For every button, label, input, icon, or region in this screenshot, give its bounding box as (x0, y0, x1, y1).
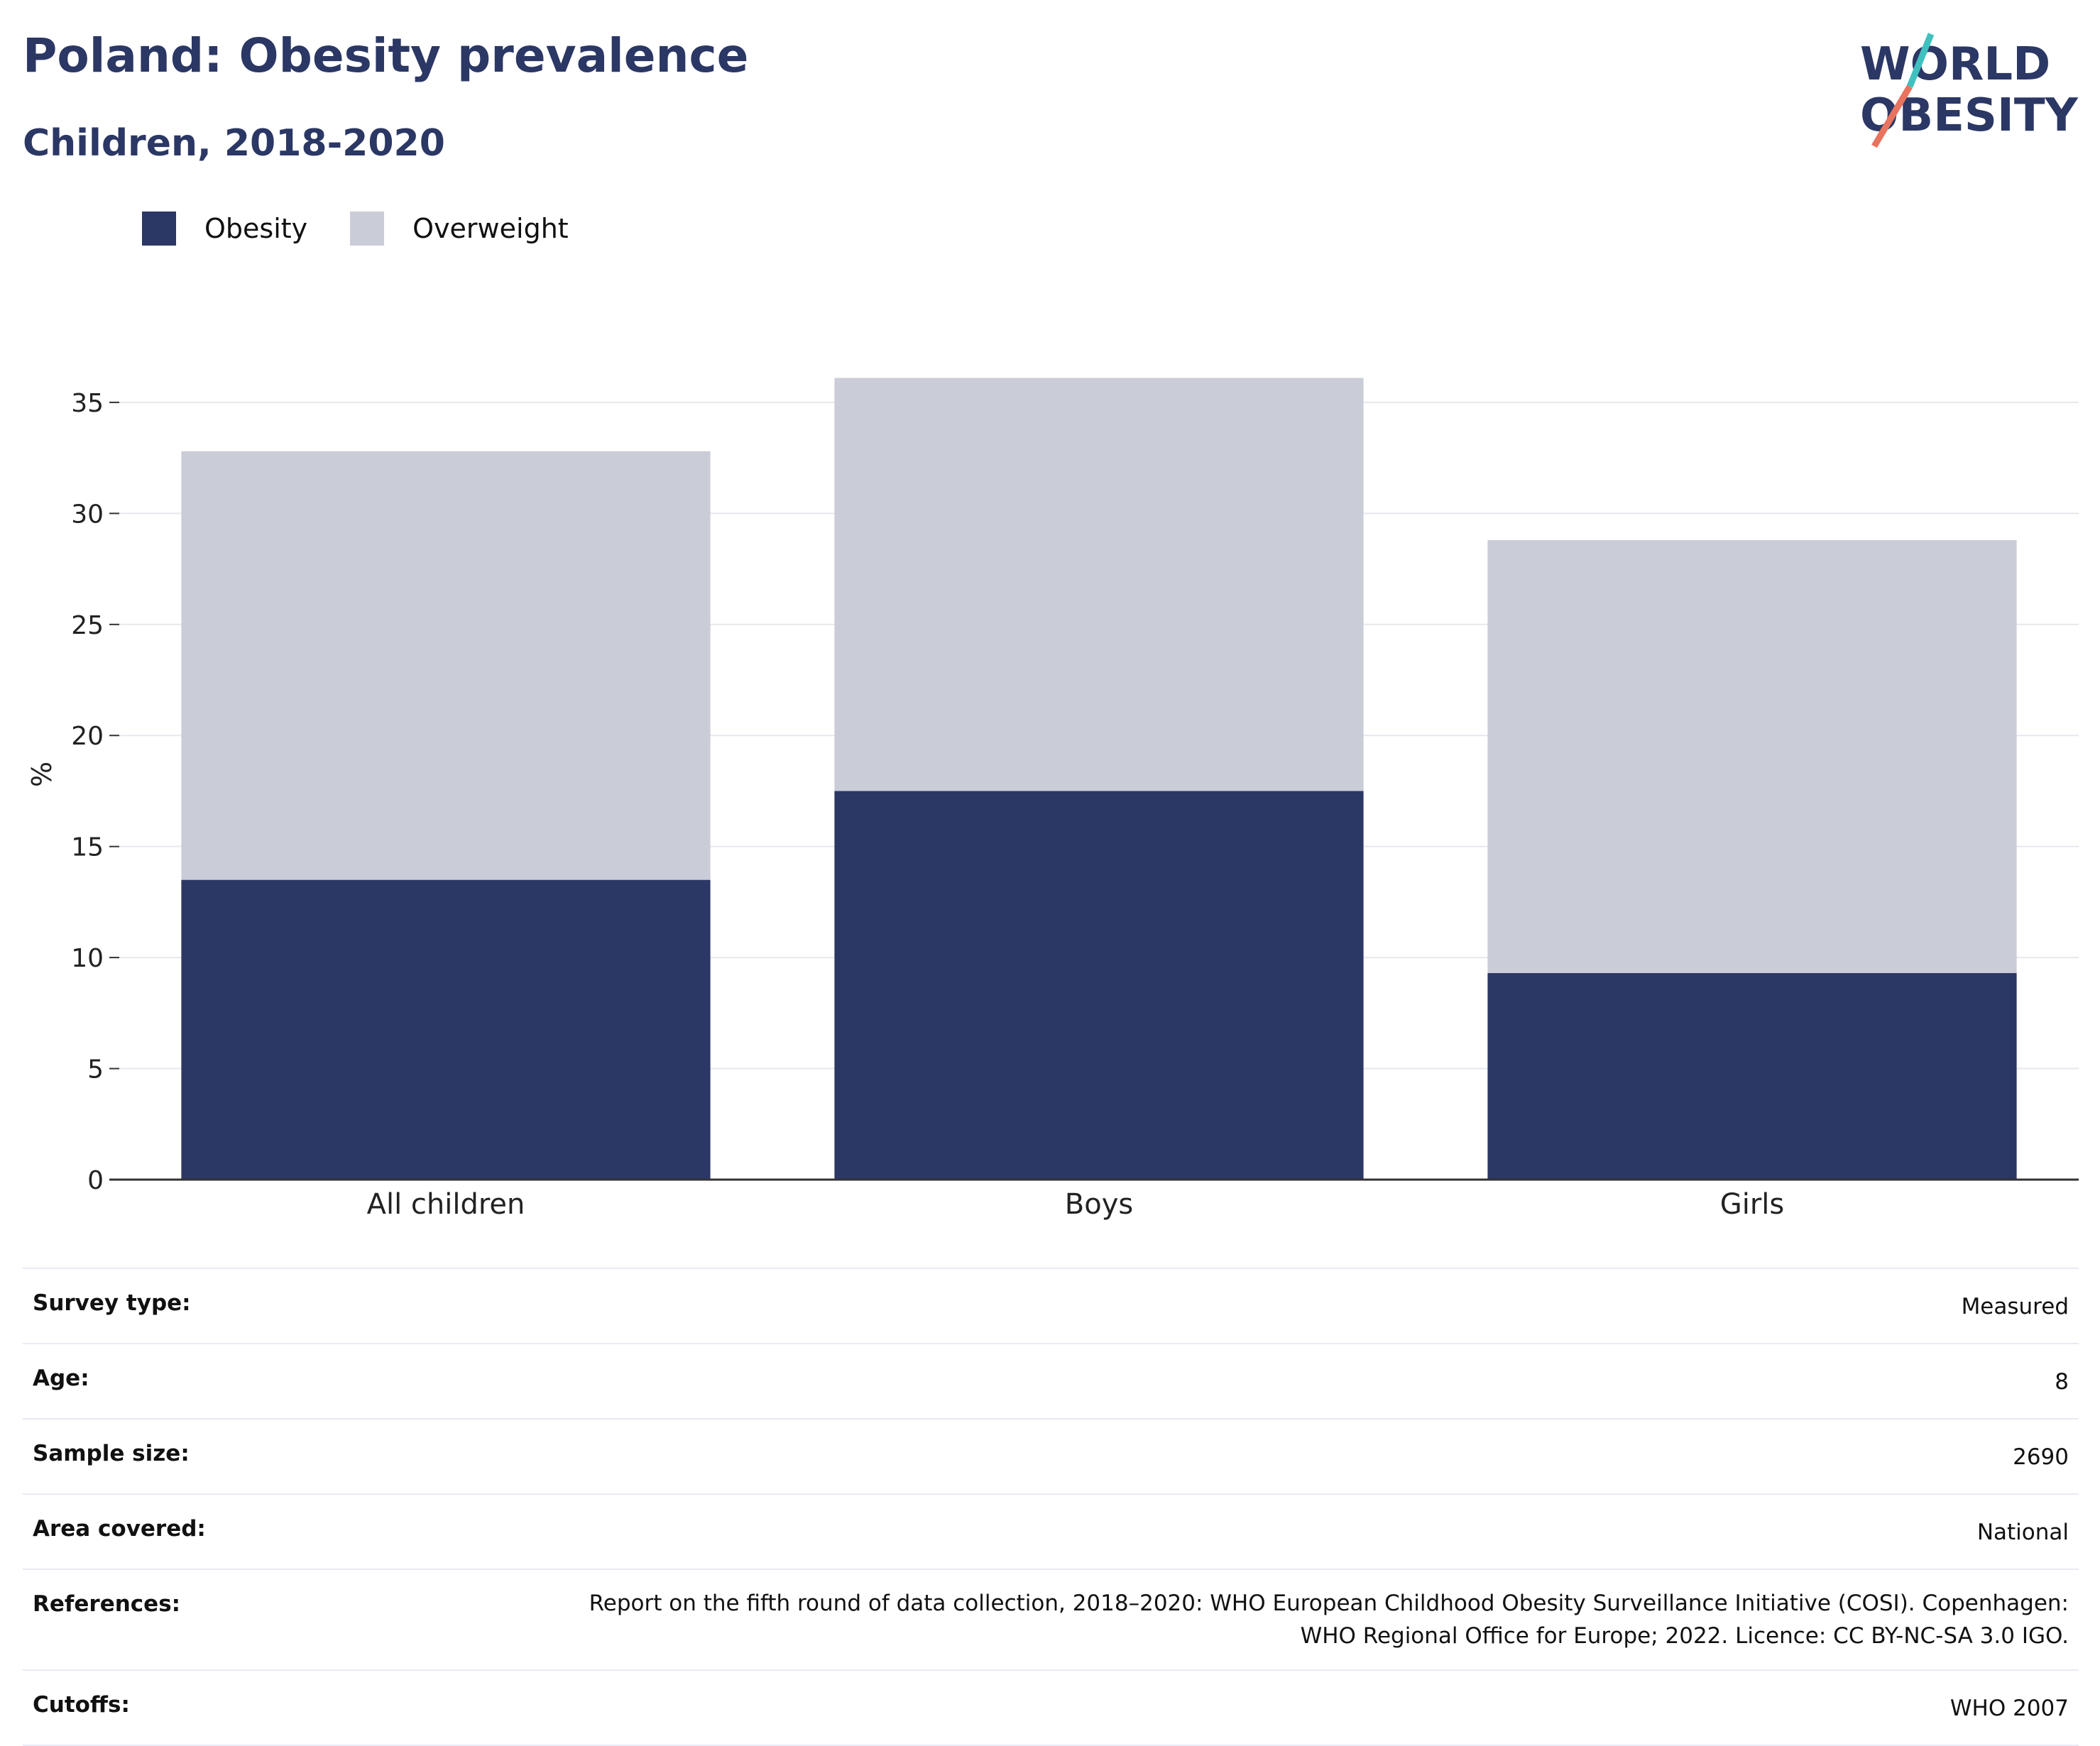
meta-row-area-covered: Area covered: National (23, 1493, 2079, 1569)
meta-value-references: Report on the fifth round of data collec… (589, 1587, 2069, 1652)
meta-label: Cutoffs: (33, 1692, 130, 1718)
y-tick-label: 15 (71, 833, 104, 862)
y-tick-label: 30 (71, 500, 104, 529)
meta-row-age: Age: 8 (23, 1343, 2079, 1418)
meta-label: Survey type: (33, 1290, 191, 1316)
bar-overweight-all-children (181, 451, 711, 880)
meta-label: Sample size: (33, 1441, 190, 1466)
logo-word-world: WORLD (1860, 38, 2050, 91)
meta-value: Measured (1961, 1294, 2069, 1319)
y-tick-label: 25 (71, 611, 104, 640)
meta-label: Age: (33, 1366, 89, 1391)
stacked-bar-chart: 0 5 10 15 20 25 30 35% All children Boys Girls (26, 378, 2079, 1221)
y-tick-label: 10 (71, 944, 104, 973)
meta-label: Area covered: (33, 1516, 206, 1542)
logo-word-obesity: OBESITY (1860, 89, 2078, 142)
logo-teal-slash (1906, 33, 1935, 88)
reference-line-2: WHO Regional Office for Europe; 2022. Li… (1300, 1623, 2069, 1649)
meta-value: 8 (2055, 1369, 2069, 1395)
legend-swatch-obesity (142, 212, 176, 246)
meta-value: 2690 (2013, 1444, 2069, 1470)
y-tick-label: 0 (87, 1166, 104, 1195)
bar-overweight-boys (834, 378, 1364, 791)
legend-swatch-overweight (350, 212, 385, 246)
meta-value: National (1976, 1520, 2069, 1545)
meta-value: WHO 2007 (1949, 1696, 2069, 1721)
chart-legend: Obesity Overweight (142, 212, 611, 246)
x-tick-label: Boys (1065, 1188, 1133, 1221)
meta-row-sample-size: Sample size: 2690 (23, 1418, 2079, 1493)
meta-label: References: (33, 1591, 181, 1617)
y-tick-label: 35 (71, 389, 104, 418)
world-obesity-logo: WORLD OBESITY (1860, 33, 2078, 148)
bar-obesity-all-children (181, 879, 711, 1180)
x-tick-label: All children (367, 1188, 525, 1221)
x-tick-label: Girls (1720, 1188, 1785, 1221)
chart-title: Poland: Obesity prevalence (23, 28, 749, 83)
y-tick-label: 5 (87, 1055, 104, 1085)
chart-subtitle: Children, 2018-2020 (23, 122, 445, 165)
meta-row-references: References: Report on the fifth round of… (23, 1569, 2079, 1669)
meta-row-cutoffs: Cutoffs: WHO 2007 (23, 1669, 2079, 1746)
y-axis-label: % (26, 762, 58, 787)
bar-overweight-girls (1487, 539, 2017, 974)
legend-item-overweight[interactable]: Overweight (350, 212, 569, 246)
bar-obesity-girls (1487, 973, 2017, 1180)
logo-coral-slash (1871, 84, 1913, 148)
reference-line-1: Report on the fifth round of data collec… (589, 1591, 2069, 1616)
survey-details-table: Survey type: Measured Age: 8 Sample size… (23, 1268, 2079, 1746)
legend-label-obesity: Obesity (204, 213, 308, 244)
legend-item-obesity[interactable]: Obesity (142, 212, 307, 246)
bar-obesity-boys (834, 791, 1364, 1180)
meta-row-survey-type: Survey type: Measured (23, 1268, 2079, 1343)
y-tick-label: 20 (71, 722, 104, 751)
legend-label-overweight: Overweight (412, 213, 569, 244)
